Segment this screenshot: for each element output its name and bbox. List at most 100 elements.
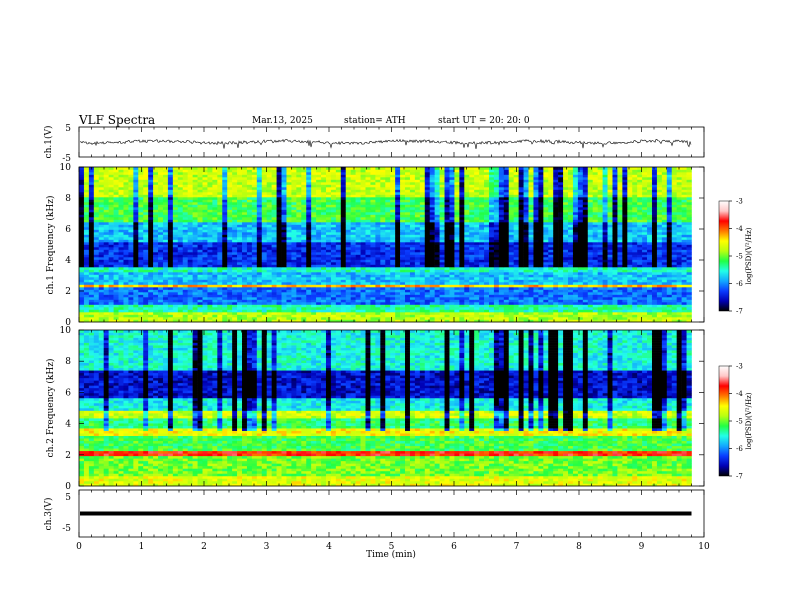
ch1-spectrogram-cell [553,239,559,243]
ch1-spectrogram-cell [237,282,243,285]
ch1-spectrogram-cell [617,224,623,228]
ch1-spectrogram-cell [498,297,505,300]
ch1-spectrogram-cell [488,314,495,318]
ch1-spectrogram-cell [325,279,332,283]
ch1-spectrogram-cell [79,272,85,275]
ch1-spectrogram-cell [197,259,203,263]
ch1-spectrogram-cell [666,277,673,280]
ch1-spectrogram-cell [429,299,435,303]
ch1-spectrogram-cell [498,242,505,245]
ch1-spectrogram-cell [93,222,100,225]
ch1-spectrogram-cell [414,264,421,268]
ch1-spectrogram-cell [128,279,134,283]
ch1-spectrogram-cell [503,297,510,300]
ch1-spectrogram-cell [686,304,692,308]
ch1-spectrogram-cell [686,264,692,268]
ch1-spectrogram-cell [296,269,302,273]
ch1-spectrogram-cell [276,264,282,268]
ch1-spectrogram-cell [370,289,376,293]
ch1-spectrogram-cell [158,247,164,250]
ch1-spectrogram-cell [316,257,322,260]
ch1-spectrogram-cell [365,237,371,240]
ch1-spectrogram-cell [459,289,465,293]
ch1-spectrogram-cell [484,277,490,280]
ch1-spectrogram-cell [271,229,277,233]
ch1-spectrogram-cell [558,307,564,310]
ch1-spectrogram-cell [286,222,292,225]
ch1-spectrogram-cell [414,309,421,313]
ch1-spectrogram-cell [617,314,623,318]
ch1-spectrogram-cell [311,302,317,305]
ch1-spectrogram-cell [158,254,164,258]
ch1-spectrogram-cell [345,302,351,305]
ch1-spectrogram-cell [162,259,169,263]
ch1-spectrogram-cell [232,312,238,315]
ch1-spectrogram-cell [88,219,95,223]
ch1-spectrogram-cell [177,272,184,275]
ch1-spectrogram-cell [291,277,297,280]
ch1-spectrogram-cell [335,239,342,243]
ch1-spectrogram-cell [365,272,371,275]
ch1-spectrogram-cell [138,289,144,293]
ch1-spectrogram-cell [108,257,114,260]
ch1-spectrogram-cell [434,267,440,270]
ch1-spectrogram-cell [385,249,391,253]
ch1-spectrogram-cell [493,319,500,323]
ch1-spectrogram-cell [444,227,450,230]
ch1-spectrogram-cell [148,224,154,228]
ch1-spectrogram-cell [380,222,386,225]
ch1-spectrogram-cell [444,307,450,310]
ch1-spectrogram-cell [474,259,480,263]
ch1-spectrogram-cell [108,292,114,295]
ch1-spectrogram-cell [232,264,238,268]
ch1-spectrogram-cell [162,297,169,300]
ch1-spectrogram-cell [153,249,159,253]
ch1-spectrogram-cell [681,304,687,308]
ch1-spectrogram-cell [385,272,391,275]
ch1-spectrogram-cell [172,287,179,290]
ch1-spectrogram-cell [508,239,514,243]
ch1-spectrogram-cell [93,287,100,290]
ch1-spectrogram-cell [459,272,465,275]
ch1-spectrogram-cell [212,264,218,268]
ch1-spectrogram-cell [202,227,208,230]
ch1-spectrogram-cell [93,272,100,275]
ch1-spectrogram-cell [187,309,193,313]
ch1-spectrogram-cell [345,234,351,238]
ch1-spectrogram-cell [568,314,574,318]
ch1-spectrogram-cell [83,262,90,265]
ch1-spectrogram-cell [533,239,539,243]
ch1-spectrogram-cell [582,299,589,303]
ch1-spectrogram-cell [474,222,480,225]
ch1-spectrogram-cell [577,229,584,233]
ch1-spectrogram-cell [167,307,174,310]
ch1-spectrogram-cell [167,242,174,245]
ch1-spectrogram-cell [108,304,114,308]
ch1-spectrogram-cell [227,237,233,240]
ch1-spectrogram-cell [572,257,579,260]
ch1-spectrogram-cell [385,267,391,270]
ch1-spectrogram-cell [162,314,169,318]
ch1-spectrogram-cell [459,302,465,305]
ch1-spectrogram-cell [93,309,100,313]
ch1-spectrogram-cell [103,264,109,268]
ch1-spectrogram-cell [325,259,332,263]
ch1-spectrogram-cell [222,259,228,263]
ch1-spectrogram-cell [488,304,495,308]
ch1-spectrogram-cell [237,277,243,280]
ch1-spectrogram-cell [400,304,406,308]
ch1-spectrogram-cell [242,259,248,263]
ch1-spectrogram-cell [202,314,208,318]
ch1-spectrogram-cell [429,307,435,310]
ch1-spectrogram-cell [182,232,188,235]
ch1-spectrogram-cell [568,247,574,250]
ch1-spectrogram-cell [454,319,460,323]
ch1-spectrogram-cell [419,299,426,303]
ch1-spectrogram-cell [632,239,638,243]
ch1-spectrogram-cell [108,237,114,240]
ch1-spectrogram-cell [123,237,129,240]
ch1-spectrogram-cell [187,282,193,285]
ch1-spectrogram-cell [543,294,549,298]
ch1-spectrogram-cell [533,237,539,240]
ch1-spectrogram-cell [439,287,445,290]
